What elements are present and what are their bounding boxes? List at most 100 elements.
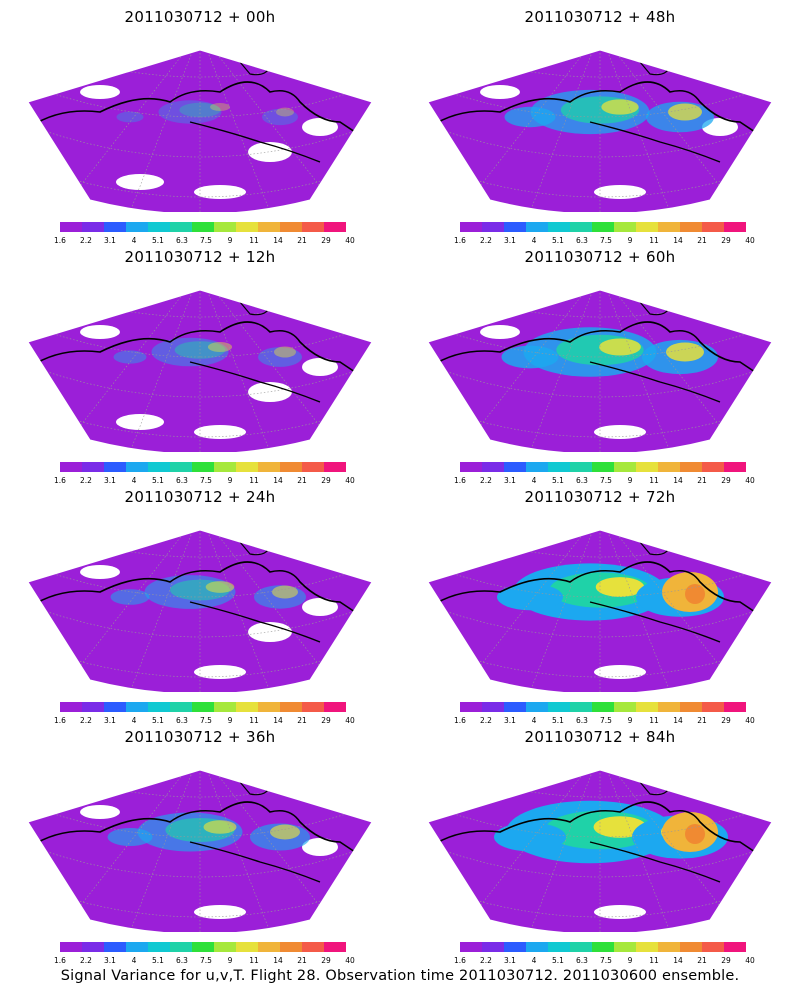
- colorbar-labels: 1.6 2.2 3.1 4 5.1 6.3 7.5 9 11 14 21 29 40: [454, 956, 768, 966]
- colorbar-tick-label: 4: [131, 236, 137, 245]
- panel-title: 2011030712 + 12h: [124, 248, 276, 266]
- colorbar-tick-label: 1.6: [454, 236, 466, 245]
- colorbar-tick-label: 40: [345, 956, 355, 965]
- colorbar: [60, 942, 346, 952]
- colorbar-segment: [60, 222, 82, 232]
- colorbar-segment: [148, 462, 170, 472]
- colorbar-tick-label: 29: [321, 476, 331, 485]
- colorbar-segment: [614, 462, 636, 472]
- colorbar-segment: [324, 222, 346, 232]
- variance-map: [427, 289, 773, 452]
- colorbar-segment: [702, 942, 724, 952]
- colorbar-segment: [192, 462, 214, 472]
- colorbar-segment: [60, 942, 82, 952]
- colorbar-segment: [614, 222, 636, 232]
- panel-title: 2011030712 + 72h: [524, 488, 676, 506]
- colorbar-segment: [526, 462, 548, 472]
- colorbar-segment: [548, 222, 570, 232]
- colorbar-segment: [460, 462, 482, 472]
- colorbar-segment: [324, 942, 346, 952]
- colorbar-tick-label: 11: [249, 476, 259, 485]
- colorbar-tick-label: 29: [721, 716, 731, 725]
- colorbar-tick-label: 14: [273, 716, 283, 725]
- colorbar-tick-label: 14: [273, 236, 283, 245]
- colorbar-tick-label: 1.6: [54, 236, 66, 245]
- panel-title: 2011030712 + 00h: [124, 8, 276, 26]
- colorbar-tick-label: 3.1: [104, 716, 116, 725]
- colorbar-segment: [504, 462, 526, 472]
- colorbar-tick-label: 1.6: [454, 476, 466, 485]
- colorbar-segment: [482, 222, 504, 232]
- colorbar-segment: [680, 462, 702, 472]
- colorbar-tick-label: 21: [697, 956, 707, 965]
- colorbar-segment: [104, 462, 126, 472]
- colorbar-tick-label: 6.3: [576, 476, 588, 485]
- colorbar-segment: [82, 702, 104, 712]
- colorbar-segment: [658, 942, 680, 952]
- colorbar-segment: [82, 462, 104, 472]
- colorbar-tick-label: 14: [673, 956, 683, 965]
- colorbar-tick-label: 14: [273, 476, 283, 485]
- colorbar-segment: [324, 702, 346, 712]
- forecast-panel: 2011030712 + 72h 1.6 2.2 3.1 4 5.1 6.3 7.5 9 11 14…: [400, 480, 800, 725]
- colorbar-tick-label: 4: [131, 716, 137, 725]
- colorbar-tick-label: 40: [345, 476, 355, 485]
- colorbar-segment: [170, 702, 192, 712]
- colorbar-segment: [170, 462, 192, 472]
- colorbar-segment: [104, 222, 126, 232]
- colorbar-tick-label: 4: [131, 476, 137, 485]
- colorbar-segment: [658, 462, 680, 472]
- colorbar-segment: [614, 702, 636, 712]
- colorbar-segment: [614, 942, 636, 952]
- colorbar-tick-label: 3.1: [104, 476, 116, 485]
- colorbar-segment: [724, 942, 746, 952]
- colorbar-tick-label: 21: [297, 236, 307, 245]
- colorbar-tick-label: 4: [131, 956, 137, 965]
- colorbar: [60, 462, 346, 472]
- colorbar-tick-label: 29: [321, 236, 331, 245]
- colorbar-tick-label: 5.1: [552, 716, 564, 725]
- colorbar: [460, 222, 746, 232]
- colorbar-tick-label: 40: [345, 716, 355, 725]
- colorbar-tick-label: 21: [697, 476, 707, 485]
- colorbar-segment: [280, 702, 302, 712]
- colorbar-segment: [170, 222, 192, 232]
- colorbar-tick-label: 21: [297, 476, 307, 485]
- forecast-panel: 2011030712 + 12h 1.6 2.2 3.1 4 5.1 6.3 7.5 9 11 14…: [0, 240, 400, 485]
- colorbar-tick-label: 1.6: [54, 956, 66, 965]
- panel-title: 2011030712 + 48h: [524, 8, 676, 26]
- colorbar-segment: [548, 702, 570, 712]
- colorbar-tick-label: 1.6: [454, 956, 466, 965]
- variance-map: [27, 49, 373, 212]
- colorbar-tick-label: 5.1: [552, 236, 564, 245]
- colorbar-tick-label: 5.1: [152, 236, 164, 245]
- colorbar-tick-label: 1.6: [454, 716, 466, 725]
- colorbar-segment: [570, 942, 592, 952]
- colorbar-tick-label: 2.2: [480, 476, 492, 485]
- colorbar-segment: [460, 222, 482, 232]
- colorbar-segment: [636, 702, 658, 712]
- colorbar-segment: [236, 222, 258, 232]
- colorbar-segment: [60, 702, 82, 712]
- colorbar-tick-label: 7.5: [600, 716, 612, 725]
- colorbar-segment: [258, 222, 280, 232]
- colorbar-tick-label: 11: [249, 956, 259, 965]
- colorbar-labels: 1.6 2.2 3.1 4 5.1 6.3 7.5 9 11 14 21 29 40: [454, 476, 768, 486]
- colorbar-segment: [82, 222, 104, 232]
- colorbar-labels: 1.6 2.2 3.1 4 5.1 6.3 7.5 9 11 14 21 29 40: [54, 236, 368, 246]
- colorbar-tick-label: 6.3: [176, 476, 188, 485]
- colorbar-segment: [236, 462, 258, 472]
- colorbar-tick-label: 4: [531, 236, 537, 245]
- colorbar-tick-label: 3.1: [504, 236, 516, 245]
- colorbar-segment: [482, 462, 504, 472]
- colorbar-tick-label: 2.2: [480, 236, 492, 245]
- colorbar-tick-label: 11: [649, 236, 659, 245]
- colorbar-segment: [192, 702, 214, 712]
- colorbar-segment: [504, 942, 526, 952]
- colorbar-segment: [60, 462, 82, 472]
- colorbar-tick-label: 5.1: [552, 476, 564, 485]
- colorbar-tick-label: 2.2: [80, 956, 92, 965]
- colorbar-tick-label: 6.3: [576, 956, 588, 965]
- colorbar-tick-label: 40: [745, 716, 755, 725]
- forecast-panel: 2011030712 + 60h 1.6 2.2 3.1 4 5.1 6.3 7.5 9 11 14…: [400, 240, 800, 485]
